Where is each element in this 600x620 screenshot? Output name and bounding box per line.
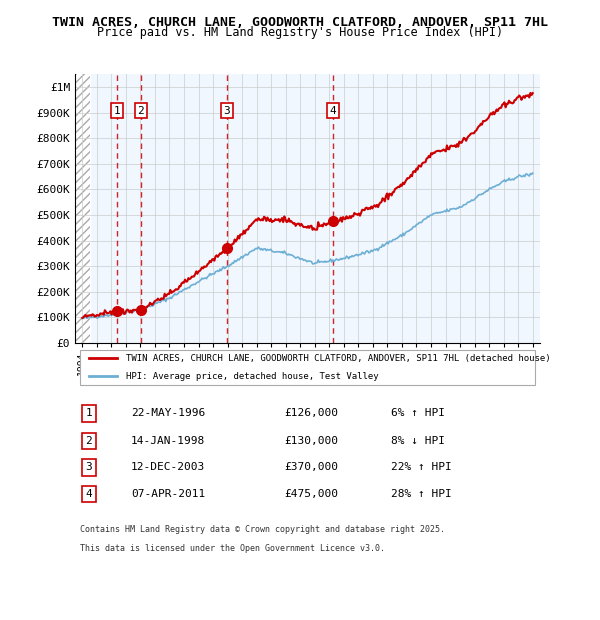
Text: This data is licensed under the Open Government Licence v3.0.: This data is licensed under the Open Gov… (80, 544, 385, 553)
Text: 4: 4 (330, 105, 337, 116)
Text: 07-APR-2011: 07-APR-2011 (131, 489, 205, 499)
Text: 1: 1 (113, 105, 121, 116)
Text: TWIN ACRES, CHURCH LANE, GOODWORTH CLATFORD, ANDOVER, SP11 7HL: TWIN ACRES, CHURCH LANE, GOODWORTH CLATF… (52, 16, 548, 29)
Bar (75, 74, 89, 343)
Text: 3: 3 (223, 105, 230, 116)
Text: HPI: Average price, detached house, Test Valley: HPI: Average price, detached house, Test… (126, 371, 379, 381)
Text: 4: 4 (86, 489, 92, 499)
Text: 1: 1 (86, 409, 92, 419)
Text: 22% ↑ HPI: 22% ↑ HPI (391, 463, 452, 472)
Bar (75, 74, 89, 343)
Text: £475,000: £475,000 (284, 489, 338, 499)
Text: 22-MAY-1996: 22-MAY-1996 (131, 409, 205, 419)
Text: 2: 2 (86, 436, 92, 446)
Text: 2: 2 (137, 105, 145, 116)
Text: £370,000: £370,000 (284, 463, 338, 472)
Text: Contains HM Land Registry data © Crown copyright and database right 2025.: Contains HM Land Registry data © Crown c… (80, 525, 445, 534)
Text: 6% ↑ HPI: 6% ↑ HPI (391, 409, 445, 419)
FancyBboxPatch shape (80, 350, 535, 385)
Text: Price paid vs. HM Land Registry's House Price Index (HPI): Price paid vs. HM Land Registry's House … (97, 26, 503, 39)
Text: £126,000: £126,000 (284, 409, 338, 419)
Text: £130,000: £130,000 (284, 436, 338, 446)
Text: 12-DEC-2003: 12-DEC-2003 (131, 463, 205, 472)
Text: TWIN ACRES, CHURCH LANE, GOODWORTH CLATFORD, ANDOVER, SP11 7HL (detached house): TWIN ACRES, CHURCH LANE, GOODWORTH CLATF… (126, 353, 551, 363)
Text: 14-JAN-1998: 14-JAN-1998 (131, 436, 205, 446)
Text: 8% ↓ HPI: 8% ↓ HPI (391, 436, 445, 446)
Text: 3: 3 (86, 463, 92, 472)
Text: 28% ↑ HPI: 28% ↑ HPI (391, 489, 452, 499)
